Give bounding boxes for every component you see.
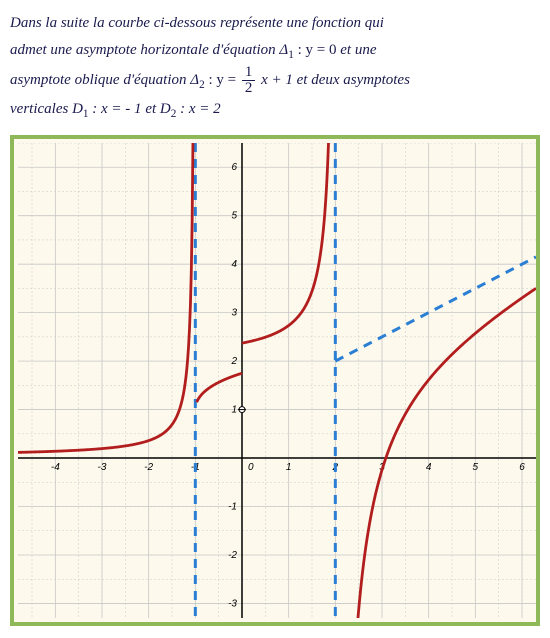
svg-text:-1: -1 (228, 501, 237, 512)
d2: D (160, 101, 171, 117)
svg-text:1: 1 (286, 462, 292, 473)
svg-text:-4: -4 (51, 462, 60, 473)
eq1: : y = 0 (294, 42, 337, 58)
frac-den: 2 (242, 81, 256, 96)
eq4: : x = 2 (176, 101, 220, 117)
delta2: Δ (190, 72, 199, 88)
svg-text:5: 5 (231, 210, 237, 221)
text-line3a: asymptote oblique d'équation (10, 72, 190, 88)
svg-text:6: 6 (231, 162, 237, 173)
eq2b: x + 1 (257, 72, 293, 88)
svg-text:-3: -3 (98, 462, 107, 473)
svg-text:0: 0 (248, 462, 254, 473)
svg-text:1: 1 (231, 404, 237, 415)
delta1: Δ (279, 42, 288, 58)
svg-text:2: 2 (230, 356, 237, 367)
text-line4: verticales (10, 101, 72, 117)
text-line1: Dans la suite la courbe ci-dessous repré… (10, 15, 384, 31)
function-chart: -4-3-2-10123456-3-2-1123456 (18, 143, 536, 618)
text-line2a: admet une asymptote horizontale d'équati… (10, 42, 279, 58)
svg-text:-2: -2 (144, 462, 153, 473)
d1: D (72, 101, 83, 117)
svg-text:3: 3 (231, 307, 237, 318)
text-line2b: et une (340, 42, 376, 58)
svg-text:6: 6 (519, 462, 525, 473)
and: et (145, 101, 160, 117)
svg-text:-3: -3 (228, 598, 237, 609)
chart-frame: -4-3-2-10123456-3-2-1123456 (10, 135, 540, 626)
svg-text:5: 5 (473, 462, 479, 473)
svg-text:4: 4 (426, 462, 432, 473)
eq3: : x = - 1 (89, 101, 142, 117)
svg-text:4: 4 (231, 259, 237, 270)
eq2a: : y = (205, 72, 240, 88)
text-line3b: et deux asymptotes (297, 72, 410, 88)
frac-num: 1 (242, 65, 256, 81)
svg-text:-2: -2 (228, 549, 237, 560)
